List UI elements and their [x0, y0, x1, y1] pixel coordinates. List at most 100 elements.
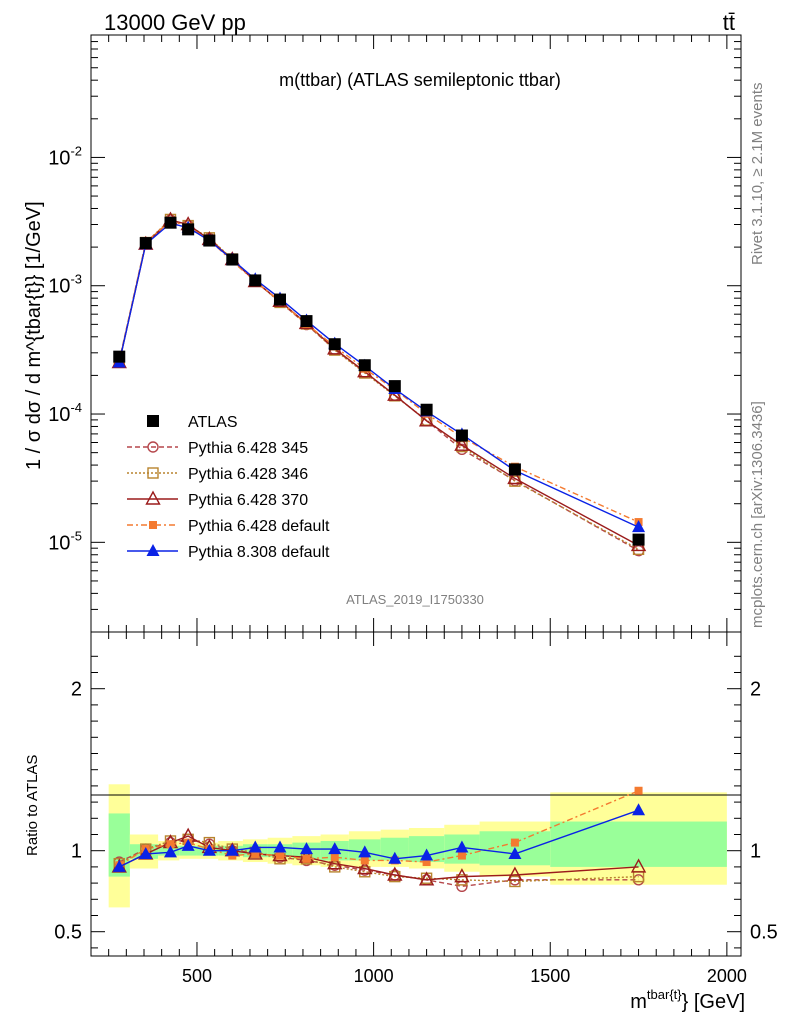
ratio-point-pythia-8-308-default — [299, 842, 313, 855]
series-line-pythia-6-428-default — [118, 219, 639, 523]
data-point-pythia-6-428-370 — [507, 470, 523, 485]
ratio-y-tick-label-right: 0.5 — [750, 922, 778, 944]
legend-marker-pythia-6-428-345 — [147, 441, 159, 453]
x-tick-label: 2000 — [707, 966, 747, 986]
y-tick-label: 10-4 — [48, 400, 82, 426]
x-tick-label: 500 — [182, 966, 212, 986]
ratio-point-pythia-6-428-default — [510, 838, 519, 847]
ratio-point-pythia-6-428-default — [275, 851, 284, 860]
ratio-point-pythia-6-428-370 — [630, 858, 647, 873]
ratio-point-pythia-6-428-346 — [509, 875, 521, 888]
legend-marker-pythia-8-308-default — [146, 544, 160, 556]
ratio-line-pythia-8-308-default — [118, 809, 639, 868]
y-tick-label: 10-5 — [48, 528, 82, 554]
data-point-atlas — [273, 293, 286, 306]
ratio-point-pythia-8-308-default — [273, 840, 287, 853]
series-line-pythia-8-308-default — [118, 222, 639, 528]
data-point-pythia-6-428-370 — [387, 386, 403, 401]
ratio-point-pythia-6-428-default — [457, 851, 466, 860]
ratio-point-pythia-6-428-370 — [507, 866, 523, 881]
x-axis-label-tail: } [GeV] — [682, 991, 745, 1013]
y-tick-exponent: -2 — [70, 143, 82, 158]
data-point-pythia-8-308-default — [632, 520, 646, 533]
y-tick-label: 10-3 — [48, 272, 82, 298]
legend-label: Pythia 6.428 370 — [188, 492, 308, 509]
ratio-panel: 500 1000 1500 2000 0.5 0.5 1 1 2 2 Ratio to ATLAS — [24, 631, 778, 986]
y-tick-label: 10-2 — [48, 143, 82, 169]
ratio-uncertainty-bands — [108, 784, 727, 908]
analysis-watermark: ATLAS_2019_I1750330 — [346, 592, 484, 607]
data-point-atlas — [632, 533, 645, 546]
legend-label: Pythia 8.308 default — [188, 544, 330, 561]
ratio-point-pythia-8-308-default — [420, 848, 434, 861]
data-point-atlas — [455, 429, 468, 442]
ratio-point-pythia-8-308-default — [388, 851, 402, 864]
ratio-point-pythia-8-308-default — [248, 840, 262, 853]
ratio-point-pythia-6-428-default — [422, 858, 431, 867]
ratio-point-pythia-8-308-default — [632, 803, 646, 816]
x-tick-label: 1000 — [354, 966, 394, 986]
ratio-point-pythia-6-428-default — [166, 840, 175, 849]
chart-title: m(ttbar) (ATLAS semileptonic ttbar) — [279, 70, 561, 90]
ratio-point-pythia-6-428-370 — [454, 868, 470, 883]
legend-label: ATLAS — [188, 414, 238, 431]
data-point-pythia-6-428-370 — [418, 412, 435, 427]
ratio-point-pythia-8-308-default — [112, 859, 126, 872]
ratio-point-pythia-8-308-default — [225, 843, 239, 856]
ratio-point-pythia-6-428-default — [302, 854, 311, 863]
ratio-point-pythia-8-308-default — [139, 846, 153, 859]
ratio-point-pythia-6-428-default — [634, 786, 643, 795]
ratio-plot-frame — [90, 631, 742, 957]
ratio-point-pythia-8-308-default — [328, 842, 342, 855]
ratio-point-pythia-6-428-370 — [418, 871, 435, 886]
legend-marker-pythia-6-428-default — [149, 521, 157, 529]
data-point-atlas — [203, 234, 216, 247]
header-energy-label: 13000 GeV pp — [104, 10, 246, 35]
ratio-point-pythia-6-428-default — [251, 849, 260, 858]
y-tick-exponent: -4 — [70, 400, 82, 415]
ratio-point-pythia-6-428-default — [360, 856, 369, 865]
data-point-atlas — [388, 380, 401, 393]
data-point-atlas — [182, 223, 195, 236]
legend-marker-atlas — [147, 415, 159, 427]
rivet-info: Rivet 3.1.10, ≥ 2.1M events — [749, 83, 766, 266]
main-axis-ticks: 10-510-410-310-2 — [48, 34, 741, 633]
y-tick-base: 10 — [48, 404, 70, 426]
legend-marker-pythia-6-428-346 — [147, 467, 159, 479]
y-tick-base: 10 — [48, 276, 70, 298]
ratio-line-pythia-6-428-default — [118, 790, 639, 866]
legend-label: Pythia 6.428 345 — [188, 440, 308, 457]
legend-label: Pythia 6.428 default — [188, 518, 330, 535]
data-point-atlas — [300, 315, 313, 328]
ratio-point-pythia-8-308-default — [455, 840, 469, 853]
data-point-atlas — [420, 403, 433, 416]
legend: ATLAS Pythia 6.428 345 Pythia 6.428 346 Pyt… — [127, 414, 330, 561]
ratio-y-tick-label-right: 2 — [750, 679, 761, 701]
data-point-atlas — [508, 463, 521, 476]
x-tick-label: 1500 — [530, 966, 570, 986]
legend-marker-pythia-6-428-370 — [145, 490, 161, 505]
y-tick-exponent: -5 — [70, 528, 82, 543]
ratio-point-pythia-8-308-default — [202, 843, 216, 856]
y-tick-base: 10 — [48, 532, 70, 554]
y-tick-exponent: -3 — [70, 272, 82, 287]
ratio-point-pythia-6-428-370 — [327, 855, 343, 870]
ratio-point-pythia-6-428-default — [330, 853, 339, 862]
data-point-atlas — [358, 359, 371, 372]
data-point-atlas — [328, 338, 341, 351]
ratio-y-tick-label-right: 1 — [750, 841, 761, 863]
ratio-y-axis-label: Ratio to ATLAS — [24, 755, 41, 856]
ratio-y-tick-label: 1 — [71, 841, 82, 863]
data-point-pythia-6-428-370 — [454, 436, 470, 451]
x-axis-label-sup: tbar{t} — [647, 987, 682, 1002]
ratio-point-pythia-8-308-default — [358, 845, 372, 858]
data-point-atlas — [164, 216, 177, 229]
ratio-y-tick-label: 0.5 — [54, 922, 82, 944]
ratio-y-tick-label: 2 — [71, 679, 82, 701]
ratio-point-pythia-8-308-default — [181, 838, 195, 851]
y-axis-label: 1 / σ dσ / d m^{tbar{t}} [1/GeV] — [23, 201, 45, 470]
data-point-atlas — [249, 274, 262, 287]
ratio-line-pythia-6-428-346 — [118, 838, 639, 883]
legend-label: Pythia 6.428 346 — [188, 466, 308, 483]
